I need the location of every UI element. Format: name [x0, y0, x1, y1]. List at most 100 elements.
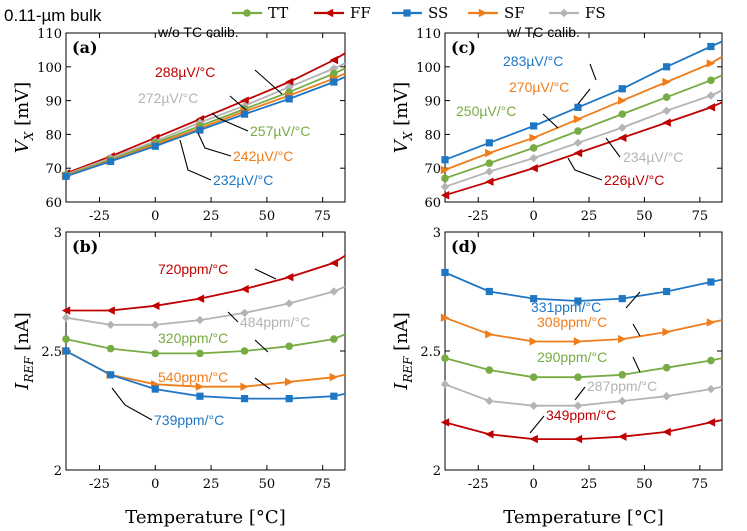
annotation-text: 272µV/°C: [138, 90, 198, 106]
y-axis-label: IREF [nA]: [391, 312, 415, 391]
data-point: [706, 318, 716, 327]
leader-line: [111, 387, 153, 421]
data-point: [485, 330, 494, 339]
data-point: [529, 401, 538, 410]
y-tick-label: 2.5: [41, 345, 62, 360]
data-point: [106, 306, 115, 315]
y-tick-label: 90: [45, 95, 62, 110]
series-ss: [62, 76, 346, 180]
annotation-text: 287ppm/°C: [587, 378, 657, 394]
data-point: [618, 96, 627, 105]
y-axis-subscript: REF: [401, 356, 415, 384]
y-tick-label: 3: [54, 226, 62, 241]
legend-item-tt: TT: [232, 4, 288, 22]
leader-line: [254, 339, 269, 353]
data-point: [285, 377, 294, 387]
data-point: [485, 430, 494, 439]
series-ff: [440, 418, 723, 444]
legend-item-ss: SS: [392, 4, 448, 22]
annotation-text: 283µV/°C: [503, 53, 563, 69]
annotation-ff: 349ppm/°C: [529, 407, 616, 434]
leader-line: [197, 132, 232, 157]
y-tick-label: 60: [45, 196, 62, 211]
data-point: [662, 363, 671, 372]
legend-item-fs: FS: [549, 4, 606, 22]
annotation-text: 257µV/°C: [250, 123, 310, 139]
data-point: [440, 313, 450, 322]
y-tick-label: 90: [424, 95, 441, 110]
data-point: [330, 392, 338, 400]
legend-label: SS: [428, 4, 448, 22]
x-axis-label: Temperature [°C]: [125, 507, 285, 528]
legend-item-ff: FF: [314, 4, 371, 22]
series-ss: [441, 268, 723, 305]
series-sf: [440, 55, 723, 175]
x-tick-label: 50: [259, 477, 276, 492]
annotation-ss: 283µV/°C: [503, 53, 597, 81]
data-point: [574, 127, 582, 135]
leader-line: [254, 377, 271, 390]
data-point: [329, 372, 339, 382]
data-point: [151, 301, 160, 310]
data-point: [485, 177, 494, 186]
x-tick-label: 25: [581, 477, 598, 492]
y-tick-label: 2: [433, 464, 441, 479]
annotation-fs: 234µV/°C: [605, 137, 683, 165]
data-point: [195, 315, 205, 325]
series-ss: [62, 347, 346, 403]
data-point: [529, 133, 538, 142]
leader-line: [179, 139, 212, 181]
leader-line: [211, 112, 249, 132]
series-line: [444, 89, 723, 188]
data-point: [106, 344, 115, 353]
data-point: [151, 142, 159, 150]
x-tick-label: 75: [692, 477, 709, 492]
x-tick-label: 75: [314, 477, 331, 492]
y-tick-label: 2.5: [420, 345, 441, 360]
annotation-tt: 290ppm/°C: [537, 349, 641, 373]
series-line: [444, 74, 723, 180]
leader-line: [605, 137, 621, 158]
data-point: [706, 91, 716, 100]
x-tick-label: 50: [259, 209, 276, 224]
y-tick-label: 80: [45, 128, 62, 143]
data-point: [285, 299, 294, 308]
x-tick-label: -25: [468, 477, 489, 492]
annotation-ff: 288µV/°C: [155, 64, 283, 95]
annotation-tt: 320ppm/°C: [158, 330, 269, 353]
data-point: [573, 401, 583, 410]
data-point: [662, 106, 671, 115]
data-point: [441, 268, 449, 277]
leader-line: [542, 113, 559, 129]
x-tick-label: 25: [203, 477, 220, 492]
series-line: [65, 333, 346, 355]
data-point: [329, 258, 339, 268]
plot-frame: [444, 32, 723, 203]
leader-line: [529, 415, 545, 434]
y-tick-label: 110: [416, 27, 441, 42]
data-point: [285, 95, 293, 103]
x-tick-label: 75: [314, 209, 331, 224]
data-point: [240, 347, 249, 355]
legend-item-sf: SF: [468, 4, 525, 22]
annotation-text: 232µV/°C: [213, 172, 273, 188]
data-point: [441, 354, 449, 362]
annotation-text: 250µV/°C: [456, 103, 516, 119]
data-point: [618, 334, 627, 344]
data-point: [707, 278, 715, 286]
y-axis-symbol: I: [12, 382, 33, 391]
data-point: [196, 126, 204, 134]
y-axis-label: IREF [nA]: [12, 312, 36, 391]
series-line: [444, 419, 723, 441]
leader-line: [589, 63, 597, 81]
data-point: [707, 356, 715, 365]
data-point: [485, 366, 494, 374]
series-line: [66, 255, 346, 312]
annotation-sf: 270µV/°C: [509, 79, 591, 105]
data-point: [662, 118, 671, 127]
data-point: [440, 165, 450, 175]
data-point: [618, 123, 627, 132]
legend-label: SF: [504, 4, 525, 22]
